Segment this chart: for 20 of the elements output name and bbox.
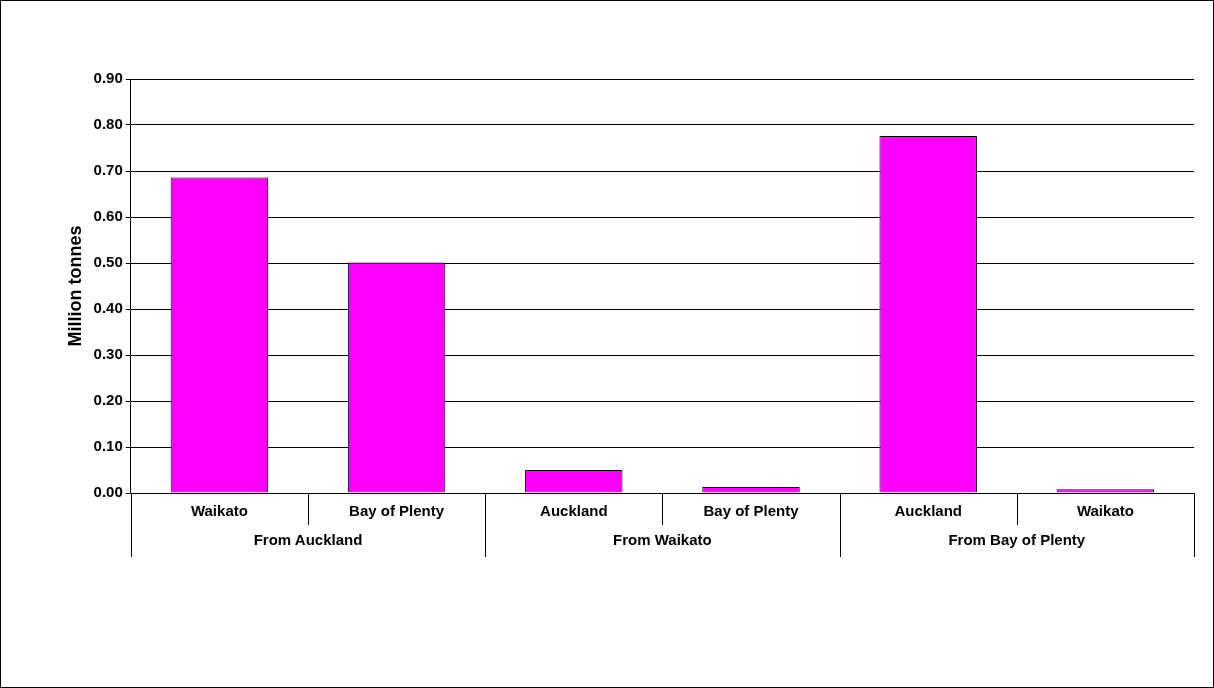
y-tick-label: 0.10 [93, 437, 123, 455]
x-tick-label: Waikato [190, 502, 248, 520]
x-tick-label: Bay of Plenty [703, 502, 800, 520]
y-tick-label: 0.90 [93, 69, 123, 87]
x-tick-label: Bay of Plenty [349, 502, 445, 520]
y-tick-label: 0.70 [93, 161, 123, 179]
y-tick-label: 0.50 [93, 253, 123, 271]
x-tick-label: Waikato [1076, 502, 1134, 520]
x-tick-label: Auckland [540, 502, 608, 520]
y-axis-title: Million tonnes [64, 225, 85, 347]
y-tick-label: 0.80 [93, 115, 123, 133]
x-tick-label: Auckland [894, 502, 962, 520]
y-tick-label: 0.20 [93, 391, 123, 409]
text: From Bay of Plenty [948, 531, 1086, 549]
text: From Auckland [253, 531, 363, 549]
y-tick-label: 0.30 [93, 345, 123, 363]
text: From Waikato [613, 531, 712, 549]
y-tick-label: 0.00 [93, 483, 123, 501]
y-tick-label: 0.40 [93, 299, 123, 317]
y-tick-label: 0.60 [93, 207, 123, 225]
